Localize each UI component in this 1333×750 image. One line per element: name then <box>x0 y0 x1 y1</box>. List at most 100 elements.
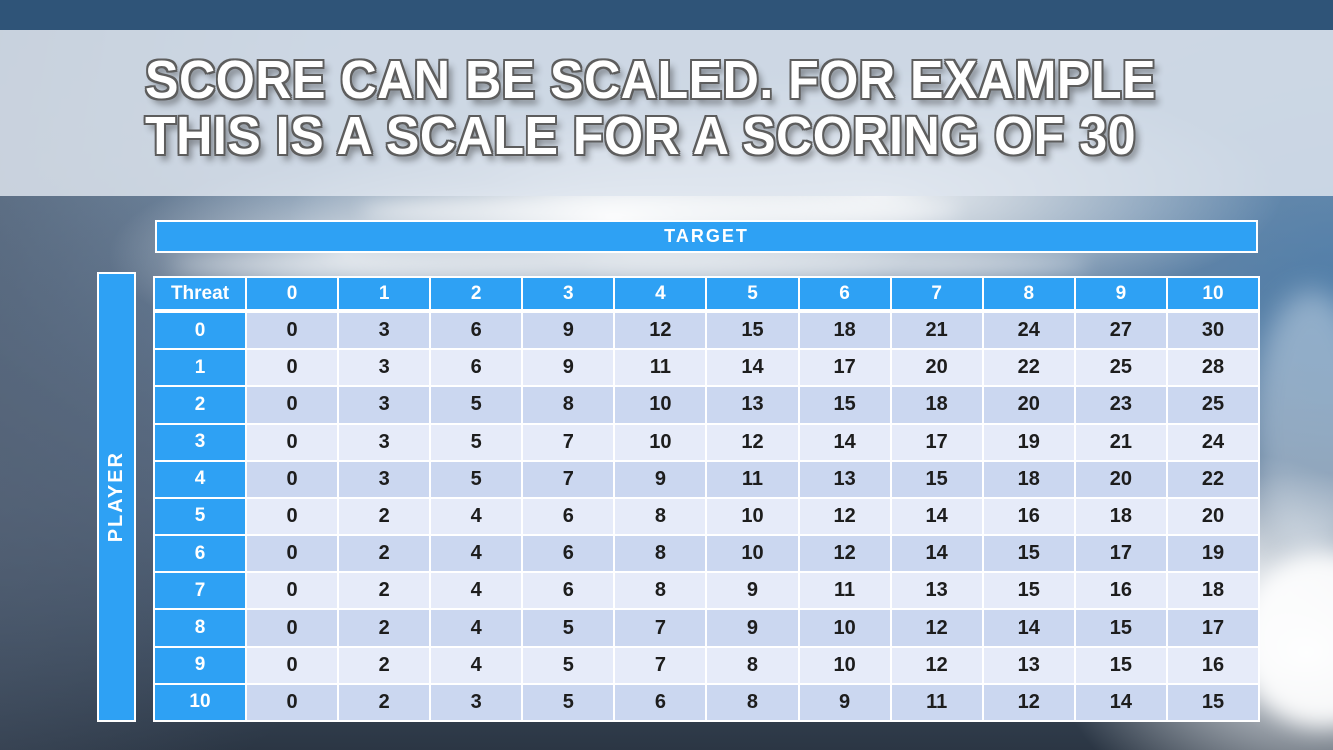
score-cell: 18 <box>1167 573 1258 609</box>
row-header: 4 <box>155 461 245 497</box>
score-cell: 15 <box>707 313 798 349</box>
score-cell: 25 <box>1167 387 1258 423</box>
score-cell: 7 <box>615 647 706 683</box>
score-cell: 10 <box>707 536 798 572</box>
score-cell: 12 <box>799 498 890 535</box>
score-cell: 5 <box>523 684 614 720</box>
score-cell: 15 <box>1167 684 1258 720</box>
score-cell: 0 <box>247 424 338 460</box>
score-cell: 27 <box>1075 313 1166 349</box>
score-cell: 13 <box>983 647 1074 683</box>
score-cell: 13 <box>707 387 798 423</box>
column-header: 7 <box>891 278 982 311</box>
score-cell: 12 <box>891 647 982 683</box>
score-cell: 10 <box>707 498 798 535</box>
score-cell: 0 <box>247 647 338 683</box>
score-cell: 7 <box>523 424 614 460</box>
column-header: 10 <box>1167 278 1258 311</box>
score-cell: 28 <box>1167 350 1258 386</box>
score-cell: 12 <box>615 313 706 349</box>
score-cell: 19 <box>983 424 1074 460</box>
player-axis-label: PLAYER <box>105 451 127 543</box>
column-header: 4 <box>615 278 706 311</box>
score-cell: 14 <box>707 350 798 386</box>
score-cell: 10 <box>615 387 706 423</box>
column-header: 5 <box>707 278 798 311</box>
score-cell: 17 <box>891 424 982 460</box>
score-cell: 15 <box>983 573 1074 609</box>
score-cell: 19 <box>1167 536 1258 572</box>
column-header: 0 <box>247 278 338 311</box>
score-cell: 9 <box>707 573 798 609</box>
score-cell: 15 <box>799 387 890 423</box>
score-cell: 4 <box>431 498 522 535</box>
score-cell: 15 <box>983 536 1074 572</box>
row-header: 7 <box>155 573 245 609</box>
score-cell: 24 <box>1167 424 1258 460</box>
score-cell: 0 <box>247 498 338 535</box>
score-cell: 6 <box>431 350 522 386</box>
score-cell: 8 <box>615 498 706 535</box>
score-cell: 20 <box>1167 498 1258 535</box>
score-cell: 14 <box>799 424 890 460</box>
score-cell: 9 <box>799 684 890 720</box>
score-cell: 12 <box>799 536 890 572</box>
score-cell: 10 <box>799 610 890 646</box>
score-cell: 8 <box>523 387 614 423</box>
score-cell: 4 <box>431 647 522 683</box>
target-axis-label: TARGET <box>664 226 749 246</box>
score-cell: 20 <box>1075 461 1166 497</box>
column-header: 2 <box>431 278 522 311</box>
score-cell: 3 <box>339 424 430 460</box>
score-cell: 2 <box>339 498 430 535</box>
score-cell: 0 <box>247 610 338 646</box>
score-cell: 6 <box>523 536 614 572</box>
column-header: 3 <box>523 278 614 311</box>
score-cell: 8 <box>615 573 706 609</box>
score-cell: 3 <box>339 350 430 386</box>
column-header: 1 <box>339 278 430 311</box>
score-cell: 8 <box>707 684 798 720</box>
score-cell: 0 <box>247 536 338 572</box>
column-header: 6 <box>799 278 890 311</box>
score-cell: 2 <box>339 573 430 609</box>
score-cell: 14 <box>983 610 1074 646</box>
score-cell: 17 <box>1167 610 1258 646</box>
score-cell: 11 <box>707 461 798 497</box>
target-axis-bar: TARGET <box>155 220 1258 253</box>
score-cell: 0 <box>247 313 338 349</box>
score-cell: 13 <box>891 573 982 609</box>
score-cell: 3 <box>339 387 430 423</box>
score-cell: 15 <box>1075 610 1166 646</box>
score-cell: 14 <box>891 498 982 535</box>
row-header: 10 <box>155 684 245 720</box>
row-header: 6 <box>155 536 245 572</box>
score-cell: 9 <box>615 461 706 497</box>
score-cell: 2 <box>339 684 430 720</box>
score-cell: 7 <box>615 610 706 646</box>
score-cell: 11 <box>615 350 706 386</box>
score-cell: 12 <box>983 684 1074 720</box>
score-cell: 3 <box>339 461 430 497</box>
score-cell: 22 <box>1167 461 1258 497</box>
score-cell: 9 <box>707 610 798 646</box>
slide-title-line-2: THIS IS A SCALE FOR A SCORING OF 30 <box>145 106 1137 166</box>
score-cell: 12 <box>891 610 982 646</box>
score-cell: 14 <box>1075 684 1166 720</box>
score-cell: 14 <box>891 536 982 572</box>
row-header: 1 <box>155 350 245 386</box>
row-header: 2 <box>155 387 245 423</box>
score-cell: 15 <box>891 461 982 497</box>
score-cell: 16 <box>983 498 1074 535</box>
score-cell: 17 <box>1075 536 1166 572</box>
column-header: 9 <box>1075 278 1166 311</box>
score-cell: 18 <box>799 313 890 349</box>
score-cell: 30 <box>1167 313 1258 349</box>
score-cell: 6 <box>523 573 614 609</box>
score-cell: 5 <box>523 610 614 646</box>
score-cell: 18 <box>983 461 1074 497</box>
score-cell: 2 <box>339 536 430 572</box>
score-cell: 15 <box>1075 647 1166 683</box>
score-cell: 2 <box>339 647 430 683</box>
